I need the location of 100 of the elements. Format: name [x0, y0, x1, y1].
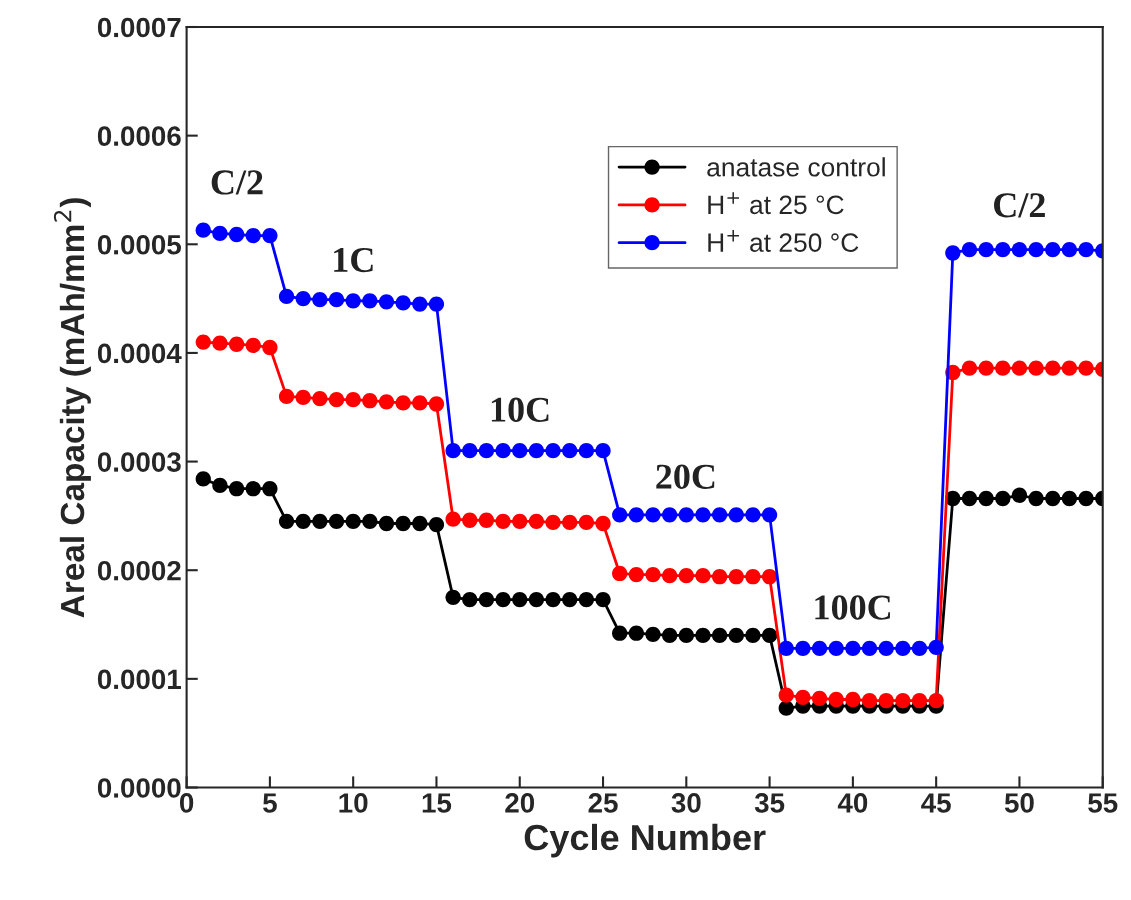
- point: [961, 360, 978, 376]
- point: [961, 242, 978, 258]
- point: [711, 569, 728, 585]
- y-axis-title: Areal Capacity (mAh/mm$^{2}$): [53, 198, 91, 618]
- point: [628, 625, 644, 641]
- point: [278, 388, 295, 405]
- point: [978, 490, 994, 507]
- point: [228, 336, 245, 352]
- legend-label: H$^{+}$ at 25 °C: [708, 192, 844, 215]
- point: [528, 513, 545, 529]
- y-tick-label: 0.0005: [97, 234, 181, 255]
- point: [695, 627, 711, 644]
- point: [811, 690, 828, 707]
- point: [828, 691, 844, 708]
- x-tick-label: 40: [837, 793, 868, 813]
- y-tick-label: 0.0003: [97, 452, 181, 472]
- y-tick-label: 0.0002: [97, 560, 181, 581]
- point: [362, 393, 378, 409]
- point: [345, 513, 361, 529]
- point: [462, 443, 478, 459]
- annotation: C/2: [211, 170, 263, 195]
- point: [328, 513, 345, 529]
- point: [295, 290, 311, 307]
- point: [928, 692, 944, 709]
- point: [278, 513, 295, 529]
- point: [761, 569, 778, 585]
- point: [745, 627, 761, 644]
- point: [312, 513, 328, 529]
- point: [545, 514, 561, 531]
- point: [995, 242, 1011, 258]
- point: [395, 395, 411, 411]
- point: [378, 394, 395, 410]
- point: [978, 360, 994, 376]
- point: [545, 591, 561, 608]
- point: [761, 507, 778, 523]
- point: [445, 589, 461, 606]
- point: [745, 569, 761, 585]
- point: [911, 640, 928, 657]
- x-tick-label: 0: [179, 793, 194, 813]
- point: [345, 293, 361, 309]
- point: [612, 625, 628, 641]
- point: [428, 396, 445, 412]
- legend-label: anatase control: [707, 157, 885, 177]
- point: [412, 395, 428, 411]
- point: [1078, 360, 1094, 376]
- point: [1061, 360, 1078, 376]
- y-tick-label: 0.0004: [97, 343, 182, 364]
- point: [795, 640, 811, 657]
- point: [228, 226, 245, 243]
- point: [662, 568, 678, 584]
- annotation: 10C: [491, 397, 549, 422]
- point: [295, 389, 311, 406]
- point: [1045, 490, 1061, 507]
- point: [245, 337, 261, 353]
- x-tick-label: 5: [263, 793, 277, 813]
- point: [295, 513, 311, 529]
- point: [395, 295, 411, 311]
- x-tick-label: 50: [1004, 793, 1034, 813]
- y-tick-label: 0.0006: [97, 126, 181, 146]
- point: [478, 512, 495, 528]
- point: [212, 477, 228, 494]
- x-tick-label: 25: [588, 793, 618, 813]
- point: [1028, 490, 1044, 507]
- point: [795, 689, 811, 705]
- point: [995, 490, 1011, 507]
- x-tick-label: 20: [505, 793, 535, 813]
- point: [1061, 490, 1078, 507]
- point: [578, 514, 595, 531]
- point: [1011, 242, 1028, 258]
- point: [512, 591, 528, 608]
- point: [228, 481, 245, 497]
- point: [412, 515, 428, 532]
- point: [445, 443, 461, 459]
- y-tick-label: 0.0007: [97, 17, 181, 38]
- point: [745, 507, 761, 523]
- point: [212, 335, 228, 351]
- x-tick-label: 15: [422, 793, 452, 813]
- point: [562, 591, 578, 608]
- point: [628, 507, 644, 523]
- point: [378, 515, 395, 532]
- point: [578, 591, 595, 608]
- point: [845, 691, 861, 708]
- point: [778, 640, 794, 657]
- point: [711, 627, 728, 644]
- point: [478, 591, 495, 608]
- point: [262, 339, 278, 356]
- legend-label: H$^{+}$ at 250 °C: [708, 230, 859, 252]
- point: [328, 292, 345, 308]
- point: [595, 515, 611, 532]
- point: [662, 627, 678, 644]
- point: [195, 222, 211, 238]
- point: [528, 443, 545, 459]
- point: [1011, 487, 1028, 503]
- y-tick-label: 0.0001: [97, 669, 181, 690]
- point: [512, 443, 528, 459]
- point: [678, 627, 694, 644]
- point: [728, 507, 744, 523]
- point: [1028, 360, 1044, 376]
- point: [645, 507, 661, 523]
- point: [495, 513, 511, 529]
